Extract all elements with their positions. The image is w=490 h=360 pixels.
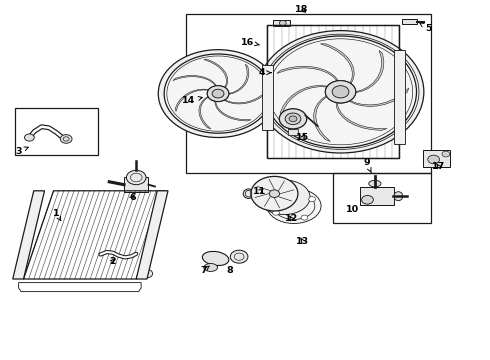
Circle shape xyxy=(272,210,279,215)
Text: 18: 18 xyxy=(294,4,308,13)
Circle shape xyxy=(141,269,152,278)
Circle shape xyxy=(279,21,286,26)
Polygon shape xyxy=(277,66,339,81)
Circle shape xyxy=(309,197,316,202)
Ellipse shape xyxy=(243,189,254,198)
Bar xyxy=(273,20,290,26)
Ellipse shape xyxy=(394,192,403,201)
Circle shape xyxy=(257,31,424,153)
Text: 15: 15 xyxy=(296,133,309,142)
Polygon shape xyxy=(175,89,209,111)
Polygon shape xyxy=(356,50,384,93)
Circle shape xyxy=(60,135,72,143)
Circle shape xyxy=(158,50,278,138)
Polygon shape xyxy=(349,88,409,107)
Text: 4: 4 xyxy=(259,68,271,77)
Bar xyxy=(394,50,405,144)
Circle shape xyxy=(289,116,297,122)
Ellipse shape xyxy=(204,264,218,271)
Text: 10: 10 xyxy=(346,205,359,214)
Text: 6: 6 xyxy=(129,193,136,202)
Polygon shape xyxy=(314,96,330,141)
Circle shape xyxy=(325,81,356,103)
Text: 17: 17 xyxy=(432,162,445,171)
Circle shape xyxy=(332,86,349,98)
Ellipse shape xyxy=(202,251,229,266)
Bar xyxy=(423,150,450,167)
Polygon shape xyxy=(13,191,45,279)
Bar xyxy=(360,187,394,205)
Circle shape xyxy=(325,81,356,103)
Text: 2: 2 xyxy=(109,256,116,265)
Polygon shape xyxy=(336,102,387,130)
Text: 13: 13 xyxy=(296,237,309,246)
Bar xyxy=(267,25,399,158)
Polygon shape xyxy=(136,191,168,279)
Polygon shape xyxy=(199,96,211,129)
Circle shape xyxy=(442,151,450,157)
Text: 16: 16 xyxy=(241,37,260,46)
Circle shape xyxy=(126,170,146,185)
Bar xyxy=(288,129,298,135)
Bar xyxy=(262,65,273,130)
Polygon shape xyxy=(229,64,249,94)
Text: 9: 9 xyxy=(363,158,371,172)
Circle shape xyxy=(332,86,349,98)
Text: 11: 11 xyxy=(253,187,267,196)
Circle shape xyxy=(428,155,440,164)
Text: 12: 12 xyxy=(285,214,298,223)
Circle shape xyxy=(230,250,248,263)
Polygon shape xyxy=(173,76,217,86)
Text: 3: 3 xyxy=(15,147,28,156)
Circle shape xyxy=(362,195,373,204)
Text: 1: 1 xyxy=(53,209,61,221)
Circle shape xyxy=(265,36,416,148)
Text: 8: 8 xyxy=(226,266,233,275)
Polygon shape xyxy=(224,91,267,104)
Text: 7: 7 xyxy=(200,266,209,275)
Bar xyxy=(267,25,399,158)
Bar xyxy=(186,14,431,173)
Polygon shape xyxy=(204,59,228,88)
Circle shape xyxy=(207,86,229,102)
Circle shape xyxy=(164,54,272,133)
Bar xyxy=(333,173,431,223)
Circle shape xyxy=(279,109,307,129)
Circle shape xyxy=(301,215,308,220)
Circle shape xyxy=(24,134,34,141)
Circle shape xyxy=(207,86,229,102)
Polygon shape xyxy=(320,44,354,84)
Text: 5: 5 xyxy=(420,23,432,33)
Circle shape xyxy=(280,192,287,197)
Polygon shape xyxy=(215,101,251,121)
Ellipse shape xyxy=(267,188,321,224)
Circle shape xyxy=(212,89,224,98)
Circle shape xyxy=(285,113,301,125)
Bar xyxy=(402,19,416,24)
Text: 14: 14 xyxy=(182,96,202,105)
Ellipse shape xyxy=(258,180,310,215)
Bar xyxy=(15,108,98,155)
Circle shape xyxy=(212,89,224,98)
Circle shape xyxy=(269,190,280,198)
Bar xyxy=(124,177,148,192)
Polygon shape xyxy=(280,86,328,117)
Ellipse shape xyxy=(368,180,381,187)
Circle shape xyxy=(251,176,298,211)
